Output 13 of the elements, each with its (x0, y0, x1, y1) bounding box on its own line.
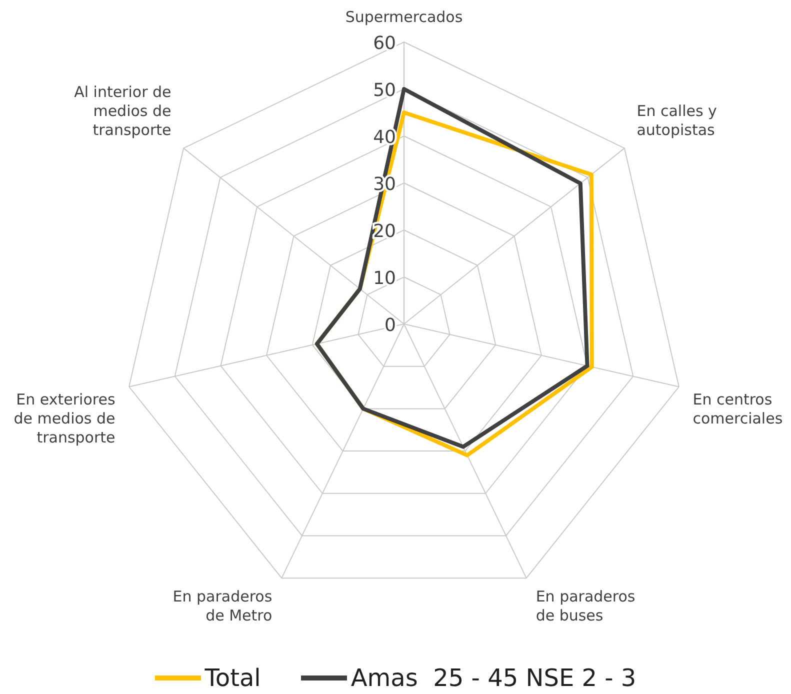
spoke-label: En paraderos de Metro (172, 587, 272, 624)
spoke-label: En calles y autopistas (636, 102, 718, 140)
y-tick-label: 60 (373, 33, 396, 54)
spoke-label: Supermercados (345, 8, 463, 26)
spoke-label: Al interior de medios de transporte (74, 83, 172, 140)
spoke-label: En paraderos de buses (536, 587, 636, 624)
y-tick-label: 50 (373, 80, 396, 101)
legend-label: Total (204, 664, 261, 692)
y-tick-label: 10 (373, 268, 396, 289)
spoke-label: En centros comerciales (692, 390, 783, 428)
legend-label: Amas 25 - 45 NSE 2 - 3 (350, 664, 636, 692)
spoke-label: En exteriores de medios de transporte (14, 390, 116, 447)
y-tick-label: 0 (384, 315, 396, 336)
